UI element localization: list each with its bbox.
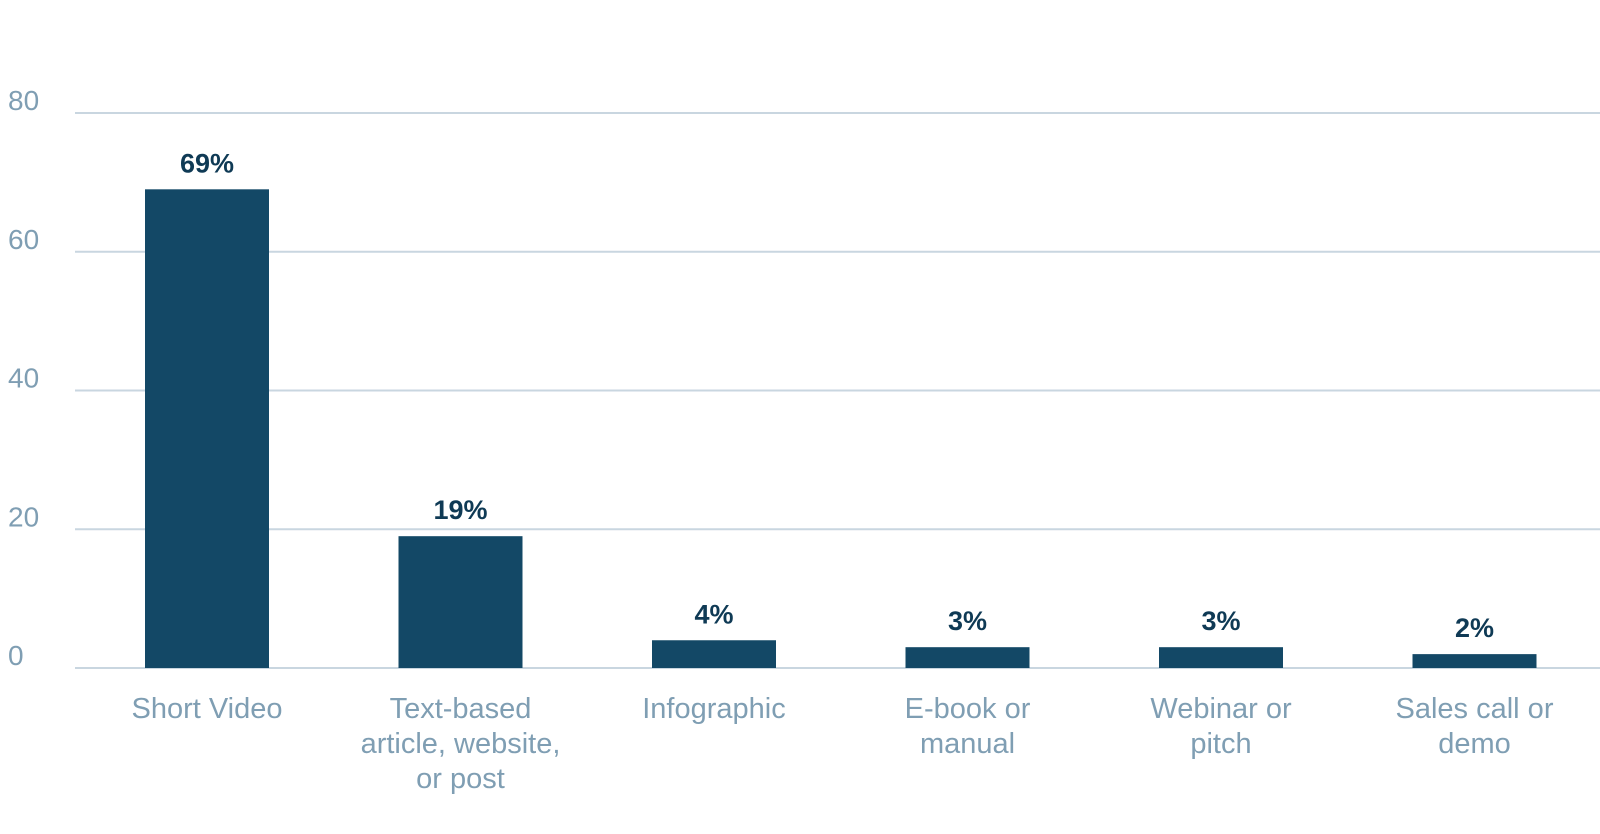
- category-label-line: or post: [416, 763, 505, 795]
- y-tick-label: 60: [8, 224, 39, 255]
- bars: [145, 189, 1537, 668]
- y-axis-tick-labels: 0 20 40 60 80: [8, 85, 39, 671]
- category-label-line: Infographic: [642, 693, 786, 725]
- category-label: E-book or manual: [905, 693, 1031, 760]
- category-label-line: article, website,: [361, 728, 561, 760]
- bar: [1159, 647, 1283, 668]
- category-label: Webinar or pitch: [1150, 693, 1292, 760]
- category-label-line: Webinar or: [1150, 693, 1292, 725]
- bar: [652, 640, 776, 668]
- category-label-line: Sales call or: [1396, 693, 1554, 725]
- category-label-line: E-book or: [905, 693, 1031, 725]
- grid-lines: [75, 112, 1600, 669]
- category-label: Infographic: [642, 693, 786, 725]
- data-label: 4%: [694, 599, 733, 629]
- category-label: Text-based article, website, or post: [361, 693, 561, 795]
- category-label-line: Text-based: [390, 693, 532, 725]
- y-tick-label: 20: [8, 501, 39, 532]
- bar: [1412, 654, 1537, 668]
- y-tick-label: 0: [8, 640, 24, 671]
- y-tick-label: 40: [8, 363, 39, 394]
- value-labels: 69% 19% 4% 3% 3% 2%: [180, 148, 1494, 643]
- bar: [145, 189, 269, 668]
- bar: [905, 647, 1030, 668]
- category-label: Short Video: [131, 693, 282, 725]
- category-label-line: pitch: [1190, 728, 1251, 760]
- category-label-line: manual: [920, 728, 1015, 760]
- data-label: 19%: [433, 495, 487, 525]
- data-label: 3%: [1201, 606, 1240, 636]
- data-label: 3%: [948, 606, 987, 636]
- bar: [398, 536, 523, 668]
- y-tick-label: 80: [8, 85, 39, 116]
- category-labels: Short Video Text-based article, website, or…: [131, 693, 1553, 795]
- category-label: Sales call or demo: [1396, 693, 1554, 760]
- data-label: 2%: [1455, 613, 1494, 643]
- category-label-line: Short Video: [131, 693, 282, 725]
- category-label-line: demo: [1438, 728, 1511, 760]
- data-label: 69%: [180, 148, 234, 178]
